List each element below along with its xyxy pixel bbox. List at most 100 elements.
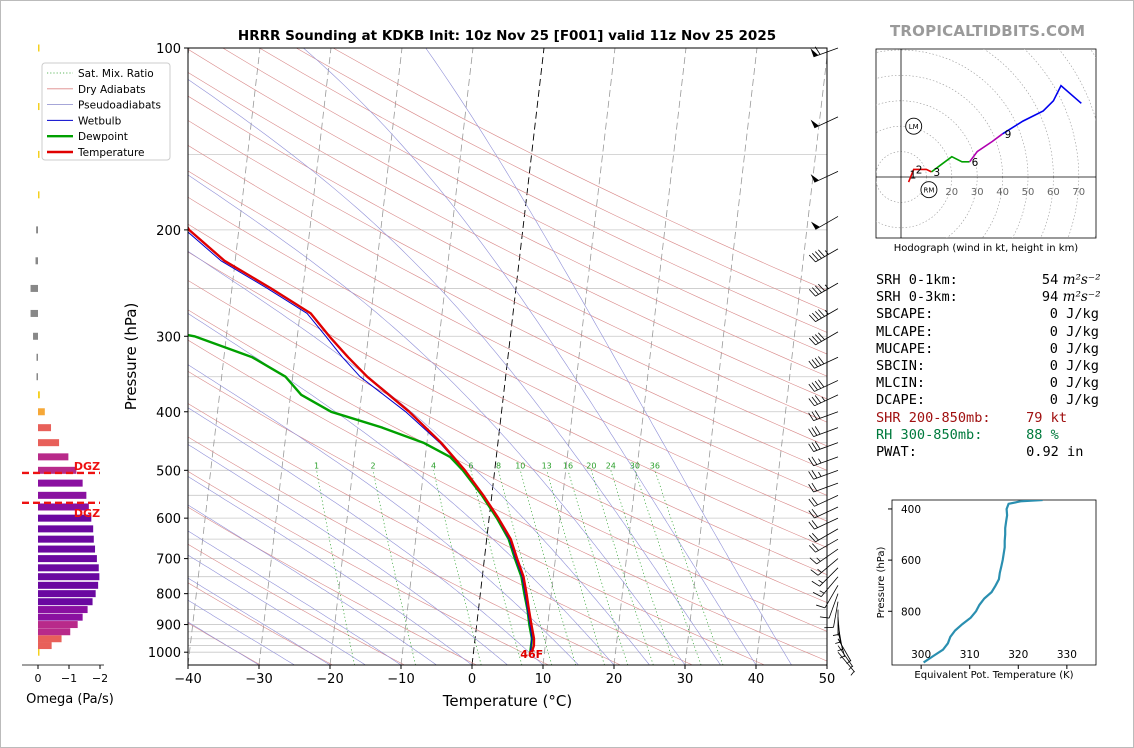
wind-barb — [808, 331, 839, 346]
stat-unit: J/kg — [1057, 357, 1099, 374]
barb-half — [818, 471, 822, 477]
stat-unit: J/kg — [1057, 306, 1099, 323]
stat-unit: kt — [1042, 409, 1068, 426]
isotherm — [0, 48, 47, 665]
barb-staff — [815, 282, 839, 297]
mixing-ratio-label: 6 — [468, 461, 473, 470]
barb-staff — [813, 482, 839, 493]
omega-bar — [38, 564, 99, 572]
wind-barb — [810, 558, 839, 576]
omega-bar — [38, 491, 87, 499]
omega-bar — [38, 598, 93, 606]
isotherm — [613, 48, 687, 665]
barb-full — [808, 457, 814, 466]
barb-full — [808, 510, 815, 519]
isotherm — [542, 48, 616, 665]
legend: Sat. Mix. Ratio Dry Adiabats Pseudoadiabat… — [41, 62, 171, 161]
barb-staff — [815, 248, 839, 263]
omega-panel: DGZ DGZ 0 −1 −2 Omega (Pa/s) — [22, 44, 114, 707]
y-tick-label: 1000 — [148, 646, 181, 661]
wind-barb — [811, 567, 839, 587]
dry-adiabat — [188, 145, 827, 471]
pseudoadiabat — [188, 554, 366, 665]
barb-full — [811, 411, 818, 420]
wind-barb — [812, 576, 839, 597]
theta-e-x-tick-label: 330 — [1057, 649, 1077, 661]
hodo-height-label: 1 — [910, 169, 917, 181]
wind-barb — [808, 282, 839, 297]
stat-value: 94 — [1041, 289, 1059, 306]
wind-barb — [819, 593, 839, 619]
barb-full — [808, 498, 815, 507]
theta-e-x-label: Equivalent Pot. Temperature (K) — [914, 670, 1073, 681]
barb-full — [808, 428, 814, 437]
barb-full — [811, 359, 818, 368]
x-tick-label: 0 — [468, 672, 476, 687]
dry-adiabat — [188, 251, 827, 575]
wind-barb — [808, 426, 839, 437]
mixing-ratio-label: 10 — [515, 461, 525, 470]
mixing-ratio-line — [610, 470, 675, 665]
barb-full — [818, 332, 825, 340]
stat-row: SHR 200-850mb: 79 kt — [876, 410, 1101, 427]
dry-adiabat — [188, 95, 827, 423]
barb-full — [811, 427, 818, 436]
omega-bar — [36, 226, 38, 234]
barb-half — [816, 557, 821, 562]
dry-adiabat — [296, 48, 827, 312]
pseudoadiabat — [188, 364, 579, 665]
chart-title: HRRR Sounding at KDKB Init: 10z Nov 25 [… — [238, 28, 776, 44]
mixing-ratio-line — [316, 470, 355, 665]
wind-barb — [808, 482, 839, 493]
y-tick-label: 500 — [156, 464, 181, 479]
barb-full — [811, 456, 818, 465]
stat-label: MLCIN: — [876, 375, 926, 392]
barb-staff — [813, 47, 839, 58]
x-tick-label: 30 — [677, 672, 694, 687]
dry-adiabat — [188, 403, 693, 665]
pseudoadiabat — [188, 504, 437, 665]
hodo-height-label: 2 — [916, 164, 923, 176]
y-axis-label: Pressure (hPa) — [122, 303, 140, 411]
barb-full — [808, 360, 815, 369]
stat-row: MLCAPE: 0 J/kg — [876, 324, 1101, 341]
mixing-ratio-line — [519, 470, 577, 665]
isotherm — [755, 53, 827, 665]
hodo-ring-label: 70 — [1072, 187, 1085, 198]
barb-staff — [813, 469, 839, 480]
legend-box — [41, 62, 171, 161]
barb-half — [819, 590, 825, 594]
stat-row: SRH 0-3km: 94 m²s⁻² — [876, 289, 1101, 306]
barb-staff — [815, 308, 839, 322]
hodo-ring-label: 30 — [971, 187, 984, 198]
barb-full — [814, 357, 822, 366]
stat-value: 0 — [1049, 392, 1058, 409]
wind-barb — [808, 410, 839, 422]
barb-full — [815, 334, 822, 342]
barb-staff — [837, 645, 854, 668]
stat-unit: m²s⁻² — [1058, 289, 1101, 306]
pseudoadiabat — [188, 444, 508, 665]
barb-full — [812, 592, 822, 597]
stat-value: 0 — [1049, 375, 1058, 392]
isotherm — [329, 48, 403, 665]
x-tick-label: −20 — [316, 672, 343, 687]
omega-bar — [38, 621, 78, 629]
surface-temp-label: 46F — [520, 648, 543, 661]
barb-half — [824, 310, 829, 315]
barb-half — [818, 458, 822, 464]
stat-label: DCAPE: — [876, 392, 926, 409]
wind-barb — [808, 308, 839, 322]
omega-bar — [38, 635, 62, 643]
omega-bar — [38, 453, 69, 461]
dry-adiabat — [188, 196, 827, 522]
barb-full — [811, 470, 818, 479]
y-tick-label: 400 — [156, 406, 181, 421]
pseudoadiabat — [303, 48, 757, 665]
pseudoadiabat — [188, 174, 686, 665]
barb-staff — [828, 593, 839, 619]
hodograph-frame — [875, 48, 1097, 239]
stat-value: 0 — [1049, 306, 1058, 323]
stat-label: SRH 0-3km: — [876, 289, 958, 306]
